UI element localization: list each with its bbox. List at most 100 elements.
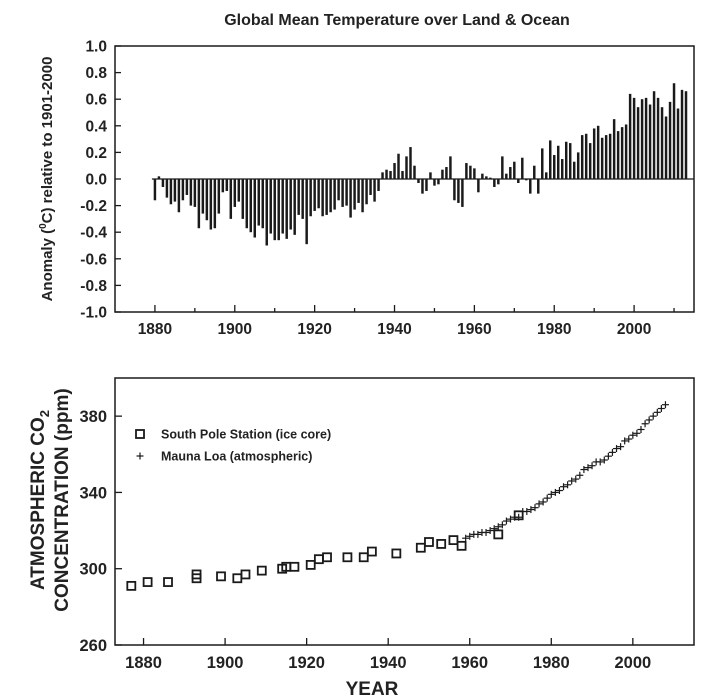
mauna-loa-point <box>555 487 563 495</box>
south-pole-point <box>342 552 353 563</box>
south-pole-point <box>256 565 267 576</box>
co2-x-tick-label: 1940 <box>370 654 407 672</box>
mauna-loa-point <box>474 530 482 538</box>
mauna-loa-point <box>572 475 580 483</box>
temperature-bar <box>612 119 616 179</box>
mauna-loa-point <box>531 504 539 512</box>
mauna-loa-point <box>584 464 592 472</box>
temperature-bar <box>349 179 352 218</box>
temperature-bar <box>177 179 181 213</box>
legend-label: South Pole Station (ice core) <box>161 428 331 442</box>
mauna-loa-point <box>633 429 641 437</box>
mauna-loa-point <box>535 500 543 508</box>
temperature-bar <box>513 161 516 179</box>
mauna-loa-point <box>625 435 633 443</box>
south-pole-point <box>232 573 243 584</box>
temperature-bar <box>281 179 284 234</box>
temperature-bar <box>481 173 484 179</box>
temperature-bar <box>469 165 472 179</box>
temperature-y-tick-label: 0.4 <box>85 118 107 135</box>
temperature-bar <box>265 179 268 246</box>
co2-x-tick-label: 1960 <box>451 654 488 672</box>
temperature-bar <box>449 156 452 179</box>
temperature-bar <box>592 128 596 179</box>
south-pole-point <box>216 571 226 582</box>
co2-points <box>126 401 669 591</box>
temperature-x-tick-label: 2000 <box>617 321 651 338</box>
temperature-bar <box>632 97 636 179</box>
temperature-bar <box>393 163 396 179</box>
mauna-loa-point <box>580 466 588 474</box>
temperature-bar <box>604 135 608 179</box>
mauna-loa-point <box>507 515 515 523</box>
temperature-bar <box>588 143 592 179</box>
temperature-bar <box>413 165 416 179</box>
south-pole-point <box>436 539 447 549</box>
south-pole-point <box>493 529 504 540</box>
temperature-bar <box>425 179 428 191</box>
co2-y-axis-label-line2: CONCENTRATION (ppm) <box>52 388 73 611</box>
co2-axes: 260 300 340 380 1880 1900 1920 1940 1960 1980 2000 <box>79 377 695 672</box>
temperature-y-tick-label: -0.4 <box>80 225 107 242</box>
south-pole-point <box>305 560 316 570</box>
temperature-chart-title: Global Mean Temperature over Land & Ocea… <box>224 12 570 29</box>
co2-x-tick-label: 1900 <box>207 654 244 672</box>
south-pole-point <box>142 577 153 587</box>
legend-square-marker <box>135 429 145 439</box>
temperature-x-tick-label: 1880 <box>138 321 172 338</box>
mauna-loa-point <box>502 517 510 525</box>
temperature-bar <box>357 179 360 203</box>
temperature-bar <box>568 143 572 179</box>
temperature-bar <box>329 179 332 213</box>
mauna-loa-point <box>527 506 535 514</box>
temperature-bar <box>437 179 440 185</box>
temperature-bar <box>401 171 404 179</box>
mauna-loa-point <box>490 525 498 533</box>
temperature-y-tick-label: -1.0 <box>80 305 107 322</box>
temperature-bar <box>181 179 185 201</box>
south-pole-point <box>322 552 332 563</box>
mauna-loa-point <box>466 532 474 540</box>
south-pole-point <box>289 561 300 572</box>
temperature-bar <box>620 127 624 179</box>
temperature-bar <box>201 179 205 214</box>
temperature-bar <box>237 179 241 202</box>
temperature-axes: -1.0 -0.8 -0.6 -0.4 -0.2 0.0 0.2 0.4 0.6 0.8 1.0 18… <box>80 39 695 338</box>
temperature-bar <box>545 172 548 179</box>
mauna-loa-point <box>661 401 669 409</box>
temperature-bar <box>161 179 165 187</box>
co2-y-tick-label: 380 <box>79 408 107 426</box>
temperature-bar <box>385 169 388 179</box>
mauna-loa-point <box>637 425 645 433</box>
temperature-bar <box>453 179 456 201</box>
temperature-bar <box>389 171 392 179</box>
south-pole-point <box>313 554 324 565</box>
temperature-bar <box>445 167 448 179</box>
temperature-bar <box>505 173 508 179</box>
temperature-y-tick-label: -0.8 <box>80 278 107 295</box>
temperature-bar <box>596 125 600 179</box>
temperature-bar <box>421 179 424 194</box>
mauna-loa-point <box>629 431 637 439</box>
temperature-bar <box>576 152 580 179</box>
temperature-y-axis-label: Anomaly (0C) relative to 1901-2000 <box>38 57 56 302</box>
temperature-bar <box>501 156 504 179</box>
temperature-bar <box>289 179 292 230</box>
temperature-bar <box>381 172 384 179</box>
temperature-bar <box>221 179 225 193</box>
mauna-loa-point <box>482 528 490 536</box>
temperature-y-axis-label-sup: 0 <box>38 223 49 229</box>
temperature-bar <box>217 179 221 214</box>
mauna-loa-point <box>645 416 653 424</box>
temperature-bar <box>608 133 612 179</box>
temperature-bar <box>553 155 556 179</box>
temperature-bar <box>369 179 372 195</box>
temperature-bar <box>261 179 264 229</box>
temperature-x-tick-label: 1940 <box>377 321 411 338</box>
legend-label: Mauna Loa (atmospheric) <box>161 450 312 464</box>
mauna-loa-point <box>462 534 470 542</box>
temperature-bar <box>285 179 288 239</box>
temperature-bar <box>353 179 356 210</box>
temperature-bar <box>509 167 512 179</box>
temperature-bar <box>301 179 304 219</box>
